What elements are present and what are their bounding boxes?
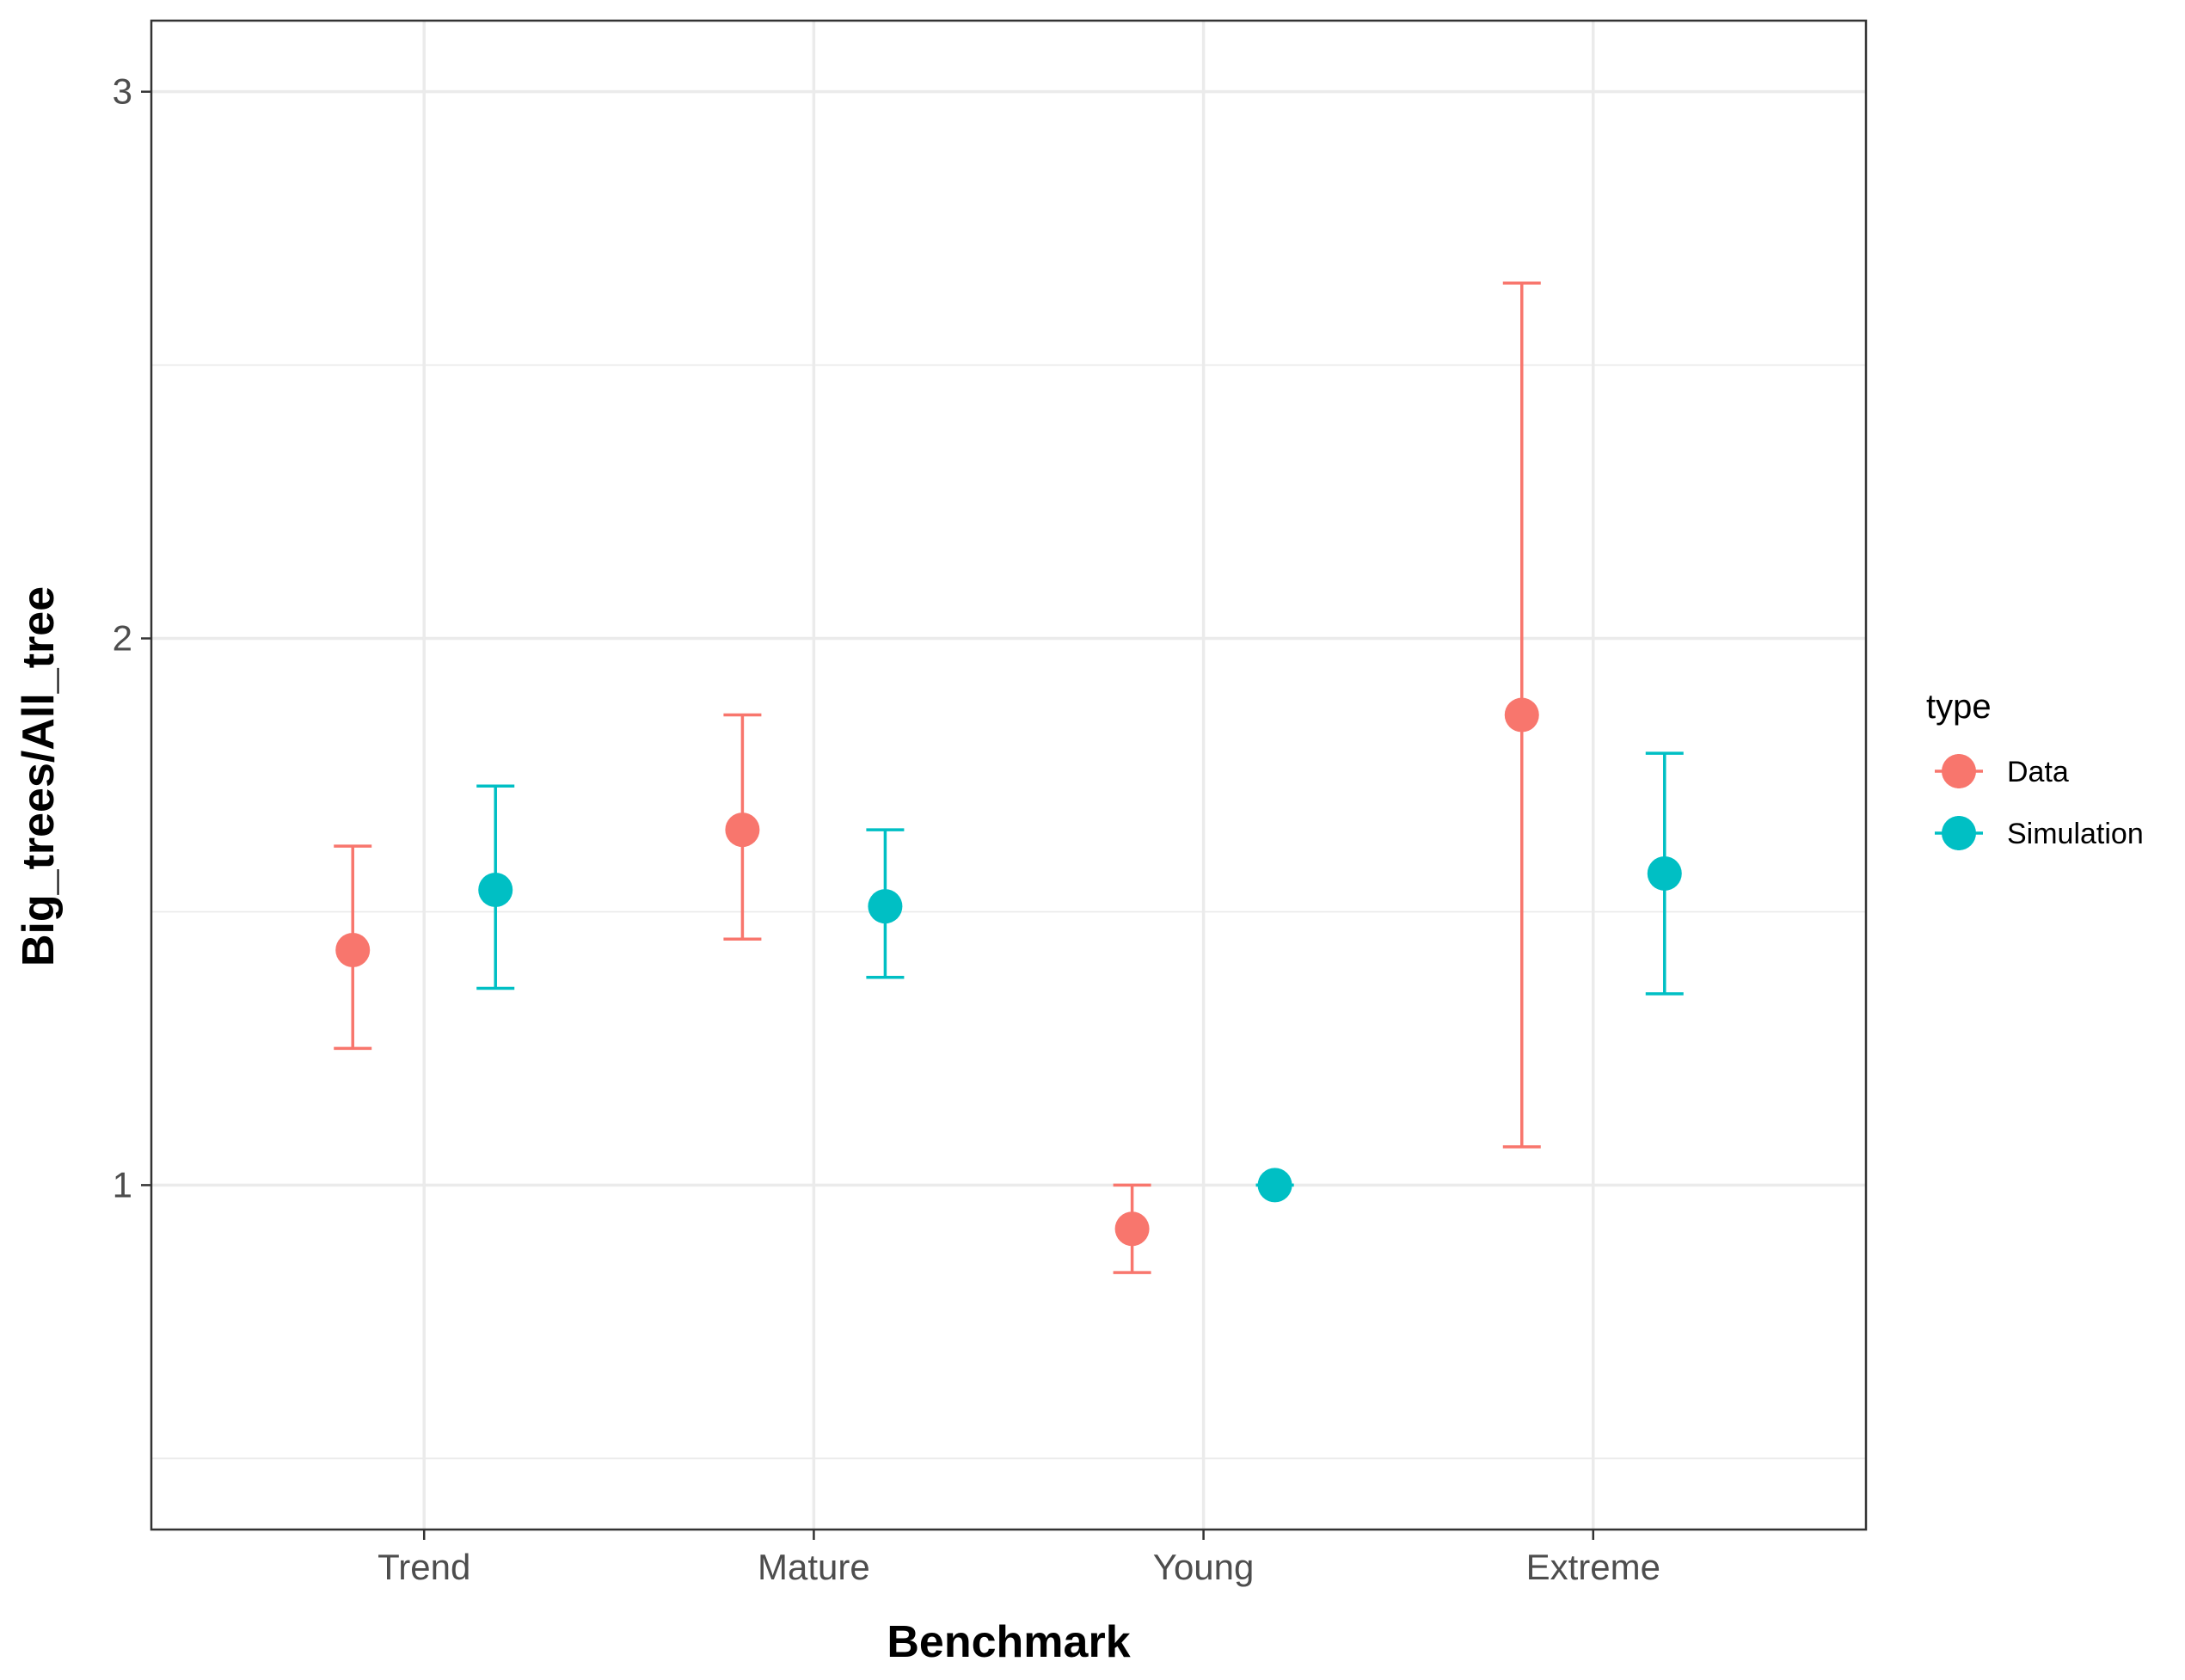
data-point (1647, 855, 1682, 891)
y-tick-label: 1 (113, 1164, 132, 1205)
data-point (335, 932, 371, 967)
data-point-group (866, 828, 905, 979)
panel-background (151, 21, 1866, 1530)
data-point (725, 812, 760, 848)
data-point-group (334, 844, 372, 1051)
x-tick-label: Mature (758, 1547, 870, 1587)
x-tick-label: Trend (377, 1547, 470, 1587)
data-marks (334, 281, 1684, 1274)
data-point-group (1645, 751, 1684, 996)
y-tick-label: 3 (113, 71, 132, 112)
plot-panel (151, 21, 1866, 1530)
data-point-group (1113, 1183, 1151, 1274)
y-axis: 1 2 3 (113, 71, 151, 1205)
x-axis-title: Benchmark (887, 1617, 1130, 1667)
data-point (1257, 1168, 1292, 1203)
legend-key-point (1942, 754, 1976, 788)
panel-border (150, 19, 1868, 1531)
data-point-group (723, 713, 762, 941)
y-axis-title: Big_trees/All_tree (14, 586, 64, 966)
x-tick-label: Extreme (1526, 1547, 1660, 1587)
y-tick-label: 2 (113, 618, 132, 659)
data-point-group (476, 784, 515, 990)
data-point-group (1255, 1168, 1294, 1203)
data-point (478, 873, 513, 908)
x-tick-label: Young (1153, 1547, 1255, 1587)
legend-key-point (1942, 816, 1976, 850)
legend-label: Data (2007, 756, 2069, 788)
grid-lines (151, 21, 1866, 1530)
x-axis: Trend Mature Young Extreme (377, 1530, 1660, 1587)
legend-label: Simulation (2007, 818, 2144, 850)
legend-title: type (1926, 688, 1992, 726)
data-point-group (1502, 281, 1541, 1149)
legend: type Data Simulation (1926, 688, 2144, 850)
data-point (1504, 697, 1539, 733)
data-point (868, 889, 903, 924)
data-point (1114, 1211, 1150, 1247)
